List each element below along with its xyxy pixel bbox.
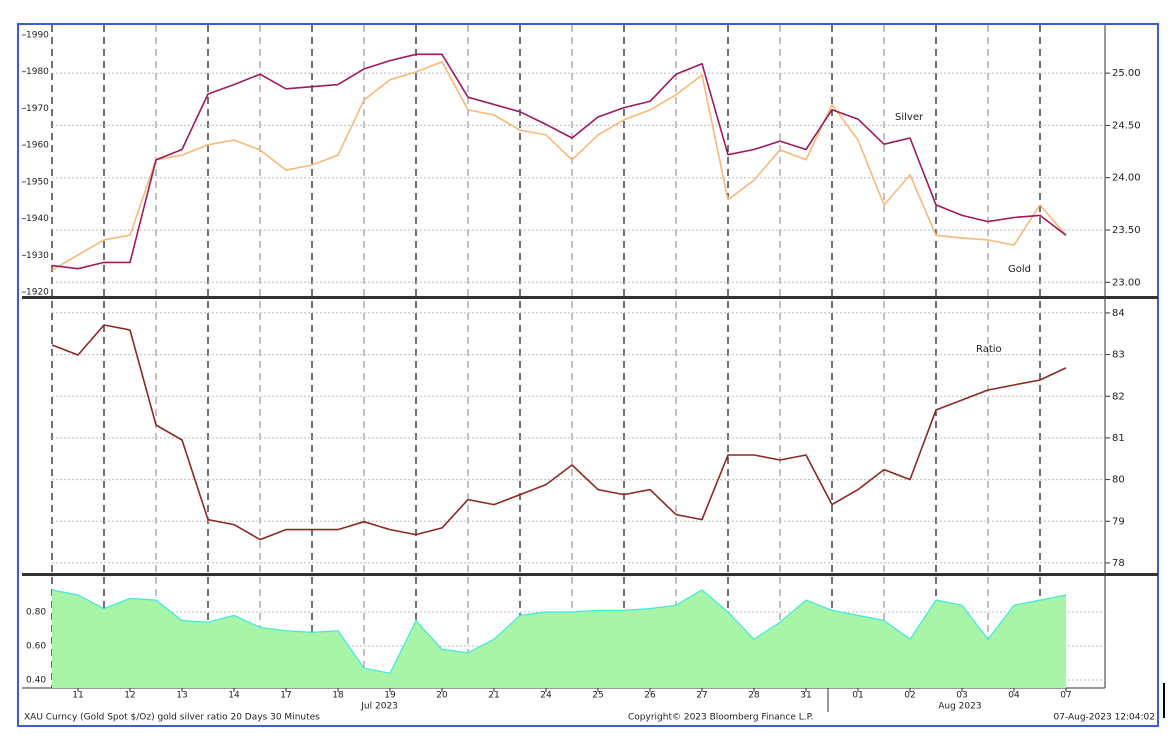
x-tick-label: 20 <box>436 691 448 701</box>
x-tick-label: 04 <box>1008 691 1020 701</box>
panel-divider <box>22 296 1158 299</box>
y-tick-label: 0.60 <box>26 642 46 652</box>
x-tick-label: 18 <box>332 691 344 701</box>
y2-tick-label: 25.00 <box>1112 68 1141 79</box>
panel-divider <box>22 573 1158 576</box>
y-tick-label: 0.80 <box>26 608 46 618</box>
y2-tick-label: 23.00 <box>1112 277 1141 288</box>
plot-area: 1920193019401950196019701980199023.0023.… <box>22 25 1141 712</box>
x-tick-label: 07 <box>1060 691 1071 701</box>
area-fill <box>52 589 1066 688</box>
x-tick-label: 03 <box>956 691 967 701</box>
x-tick-label: 21 <box>488 691 499 701</box>
x-tick-label: 28 <box>748 691 760 701</box>
y2-tick-label: 24.00 <box>1112 173 1141 184</box>
y-tick-label: 1960 <box>26 141 49 151</box>
series-line <box>51 324 1067 541</box>
y-tick-label: 1920 <box>26 288 49 298</box>
y2-tick-label: 81 <box>1112 433 1125 444</box>
y-tick-label: 1950 <box>26 177 49 187</box>
month-label: Jul 2023 <box>360 702 398 712</box>
x-tick-label: 02 <box>904 691 915 701</box>
series-line <box>51 60 1067 271</box>
x-tick-label: 25 <box>592 691 603 701</box>
y2-tick-label: 82 <box>1112 391 1125 402</box>
y2-tick-label: 78 <box>1112 558 1125 569</box>
y2-tick-label: 80 <box>1112 475 1125 486</box>
x-tick-label: 12 <box>124 691 135 701</box>
y2-tick-label: 84 <box>1112 308 1125 319</box>
y-tick-label: 1940 <box>26 214 49 224</box>
x-tick-label: 31 <box>800 691 811 701</box>
y-tick-label: 1970 <box>26 104 49 114</box>
y2-tick-label: 24.50 <box>1112 120 1141 131</box>
x-tick-label: 27 <box>696 691 707 701</box>
x-tick-label: 17 <box>280 691 291 701</box>
y-tick-label: 0.40 <box>26 676 46 686</box>
y2-tick-label: 23.50 <box>1112 225 1141 236</box>
area-line <box>51 589 1067 674</box>
y-tick-label: 1930 <box>26 251 49 261</box>
frame <box>17 23 1159 727</box>
y2-tick-label: 79 <box>1112 516 1125 527</box>
series-label: Ratio <box>976 344 1002 355</box>
series-line <box>51 53 1067 270</box>
x-tick-label: 26 <box>644 691 656 701</box>
y-tick-label: 1990 <box>26 30 49 40</box>
x-tick-label: 13 <box>176 691 187 701</box>
series-label: Silver <box>895 112 924 123</box>
x-tick-label: 11 <box>72 691 83 701</box>
x-tick-label: 01 <box>852 691 863 701</box>
x-tick-label: 19 <box>384 691 396 701</box>
y-tick-label: 1980 <box>26 67 49 77</box>
footer-timestamp: 07-Aug-2023 12:04:02 <box>1053 713 1155 723</box>
y2-tick-label: 83 <box>1112 350 1125 361</box>
series-label: Gold <box>1008 264 1031 275</box>
footer-source: XAU Curncy (Gold Spot $/Oz) gold silver … <box>24 713 320 723</box>
month-label: Aug 2023 <box>938 702 981 712</box>
x-tick-label: 14 <box>228 691 240 701</box>
x-tick-label: 24 <box>540 691 552 701</box>
footer-copyright: Copyright© 2023 Bloomberg Finance L.P. <box>628 713 813 723</box>
